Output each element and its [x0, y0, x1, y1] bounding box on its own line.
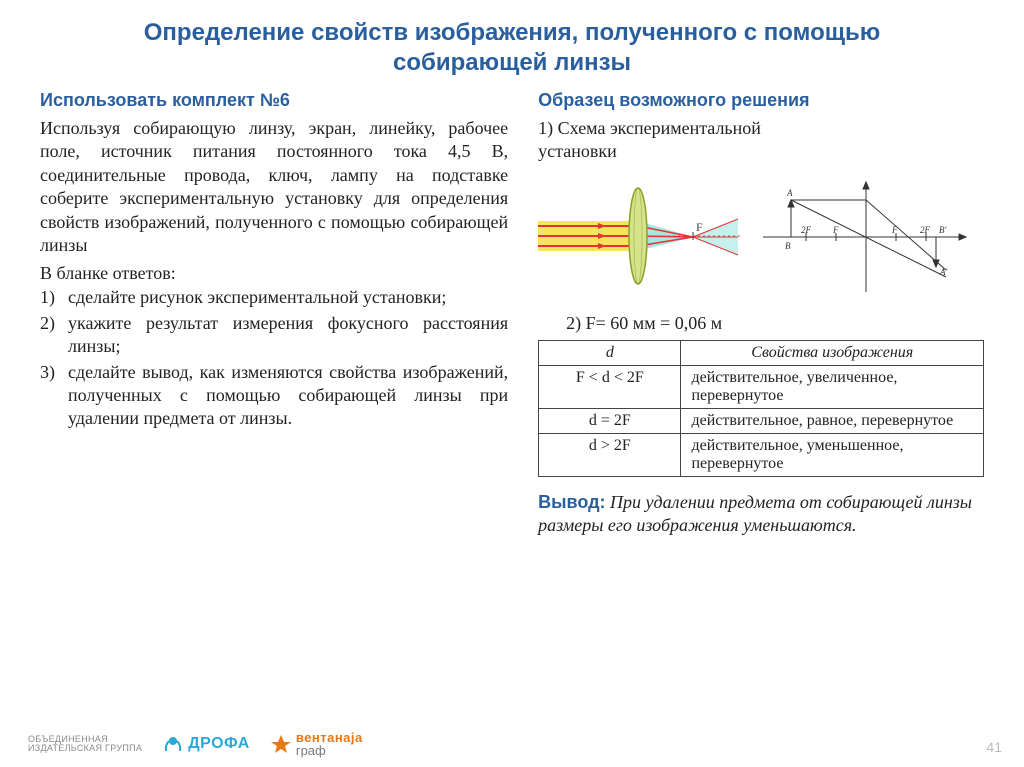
svg-text:B: B — [785, 241, 791, 251]
step-text: укажите результат измерения фокусного ра… — [68, 312, 508, 359]
step-number: 2) — [40, 312, 68, 359]
content-columns: Использовать комплект №6 Используя собир… — [40, 90, 984, 538]
left-subhead: Использовать комплект №6 — [40, 90, 508, 111]
page-number: 41 — [986, 739, 1002, 755]
answers-label: В бланке ответов: — [40, 263, 508, 284]
drofa-icon — [162, 733, 184, 755]
ray-svg: A B 2F F F 2F A′ B′ — [761, 172, 971, 302]
step-item: 1) сделайте рисунок экспериментальной ус… — [40, 286, 508, 309]
table-head-d: d — [539, 340, 681, 365]
step-item: 2) укажите результат измерения фокусного… — [40, 312, 508, 359]
ventana-icon — [270, 733, 292, 755]
ray-diagram: A B 2F F F 2F A′ B′ — [761, 172, 971, 307]
table-row: F < d < 2F действительное, увеличенное, … — [539, 365, 984, 408]
svg-text:F: F — [891, 225, 898, 235]
drofa-logo: ДРОФА — [162, 733, 250, 755]
footer: ОБЪЕДИНЕННАЯ ИЗДАТЕЛЬСКАЯ ГРУППА ДРОФА в… — [28, 731, 996, 757]
svg-text:A: A — [786, 188, 793, 198]
right-subhead: Образец возможного решения — [538, 90, 984, 111]
svg-text:2F: 2F — [920, 225, 931, 235]
focal-length-formula: 2) F= 60 мм = 0,06 м — [566, 313, 984, 334]
drofa-text: ДРОФА — [188, 735, 250, 753]
diagrams-row: F — [538, 172, 984, 307]
sample-item-1: 1) Схема экспериментальной установки — [538, 117, 984, 164]
ventana-text-bottom: граф — [296, 744, 363, 757]
svg-text:2F: 2F — [801, 225, 812, 235]
cell-prop: действительное, равное, перевернутое — [681, 408, 984, 433]
table-header-row: d Свойства изображения — [539, 340, 984, 365]
cell-prop: действительное, уменьшенное, перевернуто… — [681, 433, 984, 476]
publisher-group-label: ОБЪЕДИНЕННАЯ ИЗДАТЕЛЬСКАЯ ГРУППА — [28, 735, 142, 754]
table-head-prop: Свойства изображения — [681, 340, 984, 365]
slide-title: Определение свойств изображения, получен… — [40, 18, 984, 78]
svg-text:A′: A′ — [939, 267, 948, 277]
cell-prop: действительное, увеличенное, перевернуто… — [681, 365, 984, 408]
svg-text:B′: B′ — [939, 225, 947, 235]
step-item: 3) сделайте вывод, как изменяются свойст… — [40, 361, 508, 431]
step-number: 1) — [40, 286, 68, 309]
cell-d: d = 2F — [539, 408, 681, 433]
focus-label: F — [696, 220, 703, 234]
lens-diagram: F — [538, 179, 743, 299]
left-paragraph: Используя собирающую линзу, экран, линей… — [40, 117, 508, 257]
step-text: сделайте вывод, как изменяются свойства … — [68, 361, 508, 431]
ventana-logo: вентанаја граф — [270, 731, 363, 757]
left-column: Использовать комплект №6 Используя собир… — [40, 90, 508, 538]
svg-text:F: F — [832, 225, 839, 235]
conclusion: Вывод: При удалении предмета от собирающ… — [538, 491, 984, 538]
cell-d: F < d < 2F — [539, 365, 681, 408]
table-row: d = 2F действительное, равное, переверну… — [539, 408, 984, 433]
conclusion-lead: Вывод: — [538, 492, 605, 512]
slide-root: Определение свойств изображения, получен… — [0, 0, 1024, 548]
properties-table: d Свойства изображения F < d < 2F действ… — [538, 340, 984, 477]
right-column: Образец возможного решения 1) Схема эксп… — [538, 90, 984, 538]
step-text: сделайте рисунок экспериментальной устан… — [68, 286, 508, 309]
lens-svg: F — [538, 179, 743, 294]
table-row: d > 2F действительное, уменьшенное, пере… — [539, 433, 984, 476]
title-line-2: собирающей линзы — [393, 49, 631, 76]
cell-d: d > 2F — [539, 433, 681, 476]
steps-list: 1) сделайте рисунок экспериментальной ус… — [40, 286, 508, 430]
title-line-1: Определение свойств изображения, получен… — [144, 19, 880, 46]
step-number: 3) — [40, 361, 68, 431]
